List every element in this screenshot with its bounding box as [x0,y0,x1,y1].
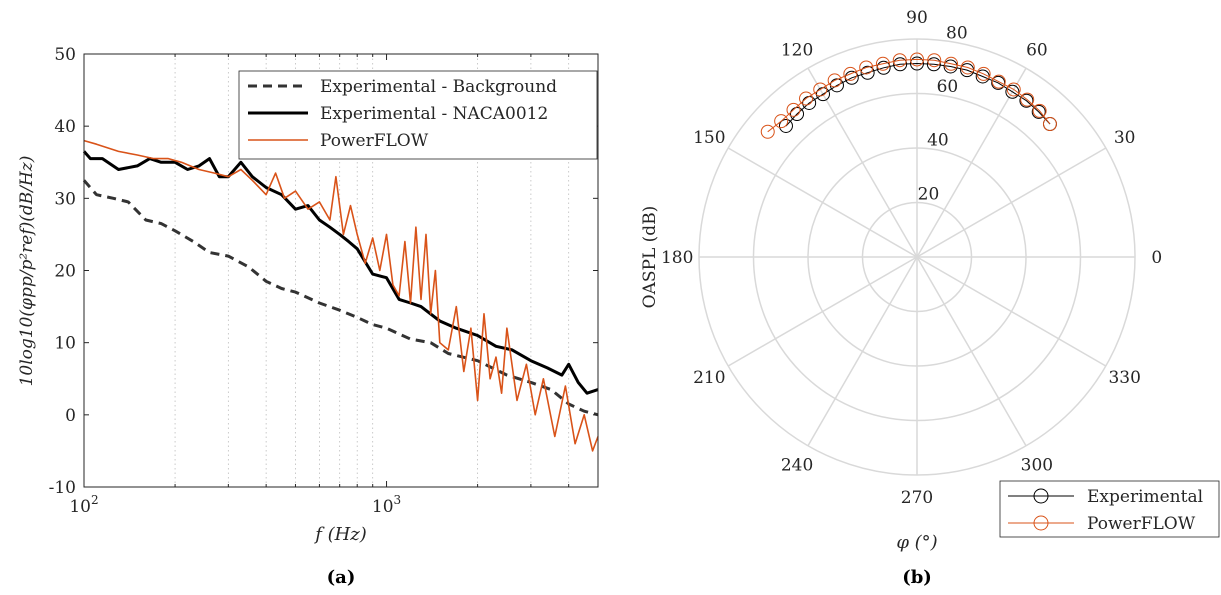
polar-spoke [807,256,918,447]
y-tick-label: -10 [49,478,76,498]
data-point [875,56,890,71]
x-axis-label: φ (°) [896,532,937,553]
data-point [774,114,789,129]
angle-tick-label: 210 [693,368,725,388]
polar-spoke [916,147,1107,258]
radial-tick-label: 80 [946,23,968,43]
polar-spoke [916,256,1027,447]
angle-tick-label: 240 [781,456,813,476]
legend-marker [1033,515,1049,531]
series-group [82,139,599,452]
data-point [944,56,959,71]
data-point [778,118,793,133]
data-point [892,53,907,68]
data-point [843,66,858,81]
y-axis-label: OASPL (dB) [640,206,660,309]
data-point [960,60,975,75]
polar-spoke [727,256,918,367]
data-point [991,74,1006,89]
y-tick-label: 20 [54,262,76,282]
panel-b-label: (b) [902,567,932,588]
radial-tick-label: 40 [927,131,949,151]
data-point [876,60,891,75]
data-point [1006,82,1021,97]
legend-label: Experimental [1087,487,1203,507]
polar-spoke [727,147,918,258]
series-line-experimental-naca0012 [82,150,599,395]
data-point [799,91,814,106]
series-line-powerflow [83,139,599,452]
y-tick-group: -10 0 10 20 30 40 50 [49,45,598,498]
polar-spoke [916,256,1107,367]
legend-label: PowerFLOW [1087,514,1196,534]
angle-tick-label: 180 [661,248,693,268]
angle-tick-label: 0 [1151,248,1162,268]
data-point [910,56,924,71]
panel-a-label: (a) [327,567,356,588]
radial-tick-label: 20 [918,184,940,204]
x-tick-label: 103 [372,493,401,517]
polar-tick-labels: 0 30 60 90 120 150 180 210 240 270 300 330 20 40 60 80 [661,8,1162,508]
y-tick-label: 0 [65,406,76,426]
legend: Experimental PowerFLOW [999,480,1220,538]
data-point [790,107,805,122]
x-tick-label: 102 [69,493,98,517]
angle-tick-label: 120 [781,40,813,60]
data-point [1031,104,1046,119]
angle-tick-label: 270 [901,488,933,508]
angle-tick-label: 150 [693,128,725,148]
angle-tick-label: 60 [1026,40,1048,60]
y-tick-label: 40 [54,117,76,137]
y-axis-label: 10log10(φpp/p²ref)(dB/Hz) [17,156,37,387]
y-tick-label: 30 [54,189,76,209]
data-point [927,53,942,68]
angle-tick-label: 300 [1021,456,1053,476]
data-point [1020,92,1035,107]
panel-b-polar-chart: 030609012015018021024027030033020406080 … [640,8,1220,588]
data-point [1032,103,1047,118]
series-line [785,62,1051,127]
y-tick-label: 10 [54,334,76,354]
angle-tick-label: 30 [1114,128,1136,148]
data-point [1019,93,1034,108]
data-point [910,52,924,67]
legend-marker [1033,488,1049,504]
data-point [926,57,941,72]
radial-tick-label: 60 [937,77,959,97]
data-point [1042,117,1057,132]
data-point [760,124,775,139]
legend-label: PowerFLOW [320,131,429,151]
legend-label: Experimental - Background [320,77,557,97]
angle-tick-label: 330 [1108,368,1140,388]
data-point [860,65,875,80]
series-line-experimental-background [82,179,599,417]
polar-spoke [916,67,1027,258]
polar-spoke [807,67,918,258]
x-axis-label: f (Hz) [313,524,367,545]
data-point [976,66,991,81]
data-point [813,82,828,97]
data-point [827,73,842,88]
panel-a-line-chart: -10 0 10 20 30 40 50 102 103 f (Hz) 10log10(φpp… [17,45,599,588]
angle-tick-label: 90 [906,8,928,28]
legend: Experimental - Background Experimental - … [238,70,598,160]
polar-grid [698,38,1136,476]
y-tick-label: 50 [54,45,76,65]
x-tick-group: 102 103 [69,54,570,517]
legend-label: Experimental - NACA0012 [320,104,548,124]
series-line [767,58,1051,133]
data-point [859,60,874,75]
data-point [893,57,908,72]
data-point [1005,84,1020,99]
series-group [760,52,1057,139]
data-point [786,102,801,117]
